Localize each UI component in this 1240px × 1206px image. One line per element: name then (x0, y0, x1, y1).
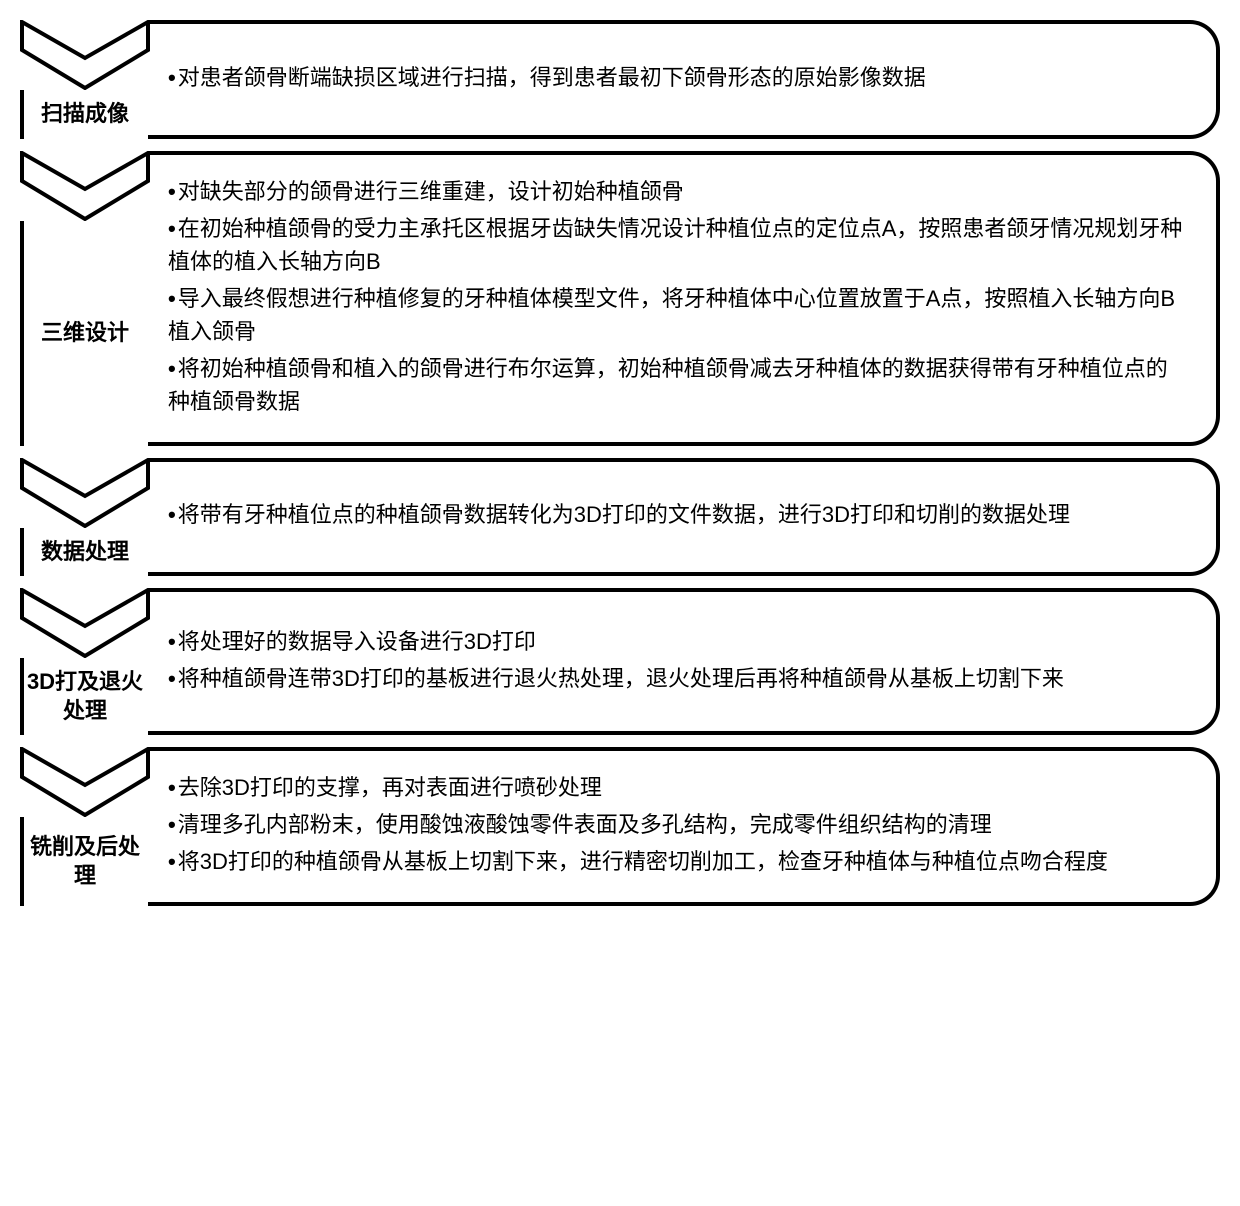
step-items-list: 对缺失部分的颌骨进行三维重建，设计初始种植颌骨在初始种植颌骨的受力主承托区根据牙… (168, 175, 1188, 422)
step-item: 对患者颌骨断端缺损区域进行扫描，得到患者最初下颌骨形态的原始影像数据 (168, 61, 1188, 94)
step-item: 将种植颌骨连带3D打印的基板进行退火热处理，退火处理后再将种植颌骨从基板上切割下… (168, 662, 1188, 695)
step-items-list: 去除3D打印的支撑，再对表面进行喷砂处理清理多孔内部粉末，使用酸蚀液酸蚀零件表面… (168, 771, 1188, 882)
step-content-box: 对患者颌骨断端缺损区域进行扫描，得到患者最初下颌骨形态的原始影像数据 (148, 20, 1220, 139)
chevron-icon (20, 20, 150, 90)
left-border (20, 221, 24, 446)
chevron-icon (20, 588, 150, 658)
left-border (20, 90, 24, 139)
step-title-box: 3D打及退火处理 (20, 588, 150, 735)
step-item: 将3D打印的种植颌骨从基板上切割下来，进行精密切削加工，检查牙种植体与种植位点吻… (168, 845, 1188, 878)
step-container: 铣削及后处理去除3D打印的支撑，再对表面进行喷砂处理清理多孔内部粉末，使用酸蚀液… (20, 747, 1220, 906)
step-items-list: 将处理好的数据导入设备进行3D打印将种植颌骨连带3D打印的基板进行退火热处理，退… (168, 625, 1188, 699)
step-item: 将带有牙种植位点的种植颌骨数据转化为3D打印的文件数据，进行3D打印和切削的数据… (168, 498, 1188, 531)
left-border (20, 817, 24, 906)
step-container: 扫描成像对患者颌骨断端缺损区域进行扫描，得到患者最初下颌骨形态的原始影像数据 (20, 20, 1220, 139)
step-content-box: 去除3D打印的支撑，再对表面进行喷砂处理清理多孔内部粉末，使用酸蚀液酸蚀零件表面… (148, 747, 1220, 906)
step-item: 去除3D打印的支撑，再对表面进行喷砂处理 (168, 771, 1188, 804)
step-container: 3D打及退火处理将处理好的数据导入设备进行3D打印将种植颌骨连带3D打印的基板进… (20, 588, 1220, 735)
step-title-box: 铣削及后处理 (20, 747, 150, 906)
step-item: 导入最终假想进行种植修复的牙种植体模型文件，将牙种植体中心位置放置于A点，按照植… (168, 282, 1188, 348)
step-item: 对缺失部分的颌骨进行三维重建，设计初始种植颌骨 (168, 175, 1188, 208)
step-title: 三维设计 (20, 221, 150, 446)
chevron-icon (20, 458, 150, 528)
step-item: 在初始种植颌骨的受力主承托区根据牙齿缺失情况设计种植位点的定位点A，按照患者颌牙… (168, 212, 1188, 278)
step-title-box: 扫描成像 (20, 20, 150, 139)
step-container: 三维设计对缺失部分的颌骨进行三维重建，设计初始种植颌骨在初始种植颌骨的受力主承托… (20, 151, 1220, 446)
chevron-icon (20, 151, 150, 221)
step-title: 3D打及退火处理 (20, 658, 150, 735)
step-title-box: 三维设计 (20, 151, 150, 446)
left-border (20, 658, 24, 735)
step-items-list: 对患者颌骨断端缺损区域进行扫描，得到患者最初下颌骨形态的原始影像数据 (168, 61, 1188, 98)
step-container: 数据处理将带有牙种植位点的种植颌骨数据转化为3D打印的文件数据，进行3D打印和切… (20, 458, 1220, 577)
step-content-box: 将处理好的数据导入设备进行3D打印将种植颌骨连带3D打印的基板进行退火热处理，退… (148, 588, 1220, 735)
step-item: 将处理好的数据导入设备进行3D打印 (168, 625, 1188, 658)
flowchart-diagram: 扫描成像对患者颌骨断端缺损区域进行扫描，得到患者最初下颌骨形态的原始影像数据三维… (20, 20, 1220, 906)
left-border (20, 528, 24, 577)
step-items-list: 将带有牙种植位点的种植颌骨数据转化为3D打印的文件数据，进行3D打印和切削的数据… (168, 498, 1188, 535)
step-content-box: 对缺失部分的颌骨进行三维重建，设计初始种植颌骨在初始种植颌骨的受力主承托区根据牙… (148, 151, 1220, 446)
step-item: 清理多孔内部粉末，使用酸蚀液酸蚀零件表面及多孔结构，完成零件组织结构的清理 (168, 808, 1188, 841)
step-content-box: 将带有牙种植位点的种植颌骨数据转化为3D打印的文件数据，进行3D打印和切削的数据… (148, 458, 1220, 577)
step-title: 铣削及后处理 (20, 817, 150, 906)
step-title: 扫描成像 (20, 90, 150, 139)
step-title-box: 数据处理 (20, 458, 150, 577)
step-item: 将初始种植颌骨和植入的颌骨进行布尔运算，初始种植颌骨减去牙种植体的数据获得带有牙… (168, 352, 1188, 418)
chevron-icon (20, 747, 150, 817)
step-title: 数据处理 (20, 528, 150, 577)
